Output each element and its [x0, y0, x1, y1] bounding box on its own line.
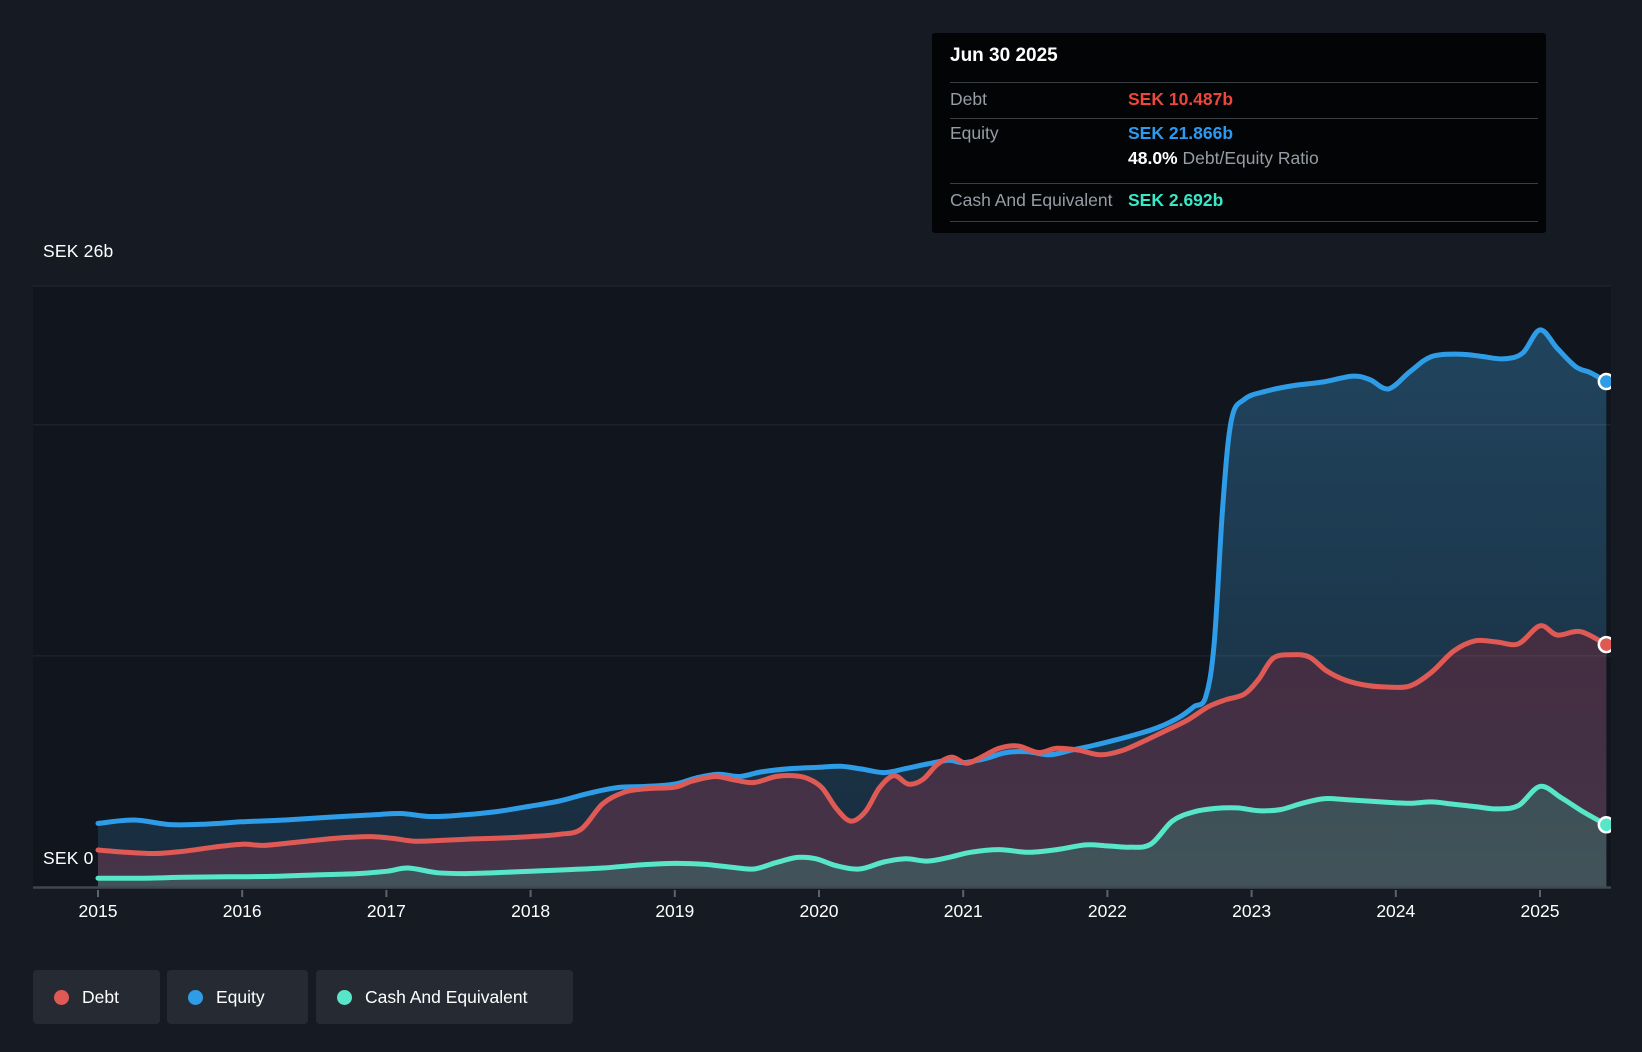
tooltip-equity-label: Equity — [950, 123, 999, 143]
y-axis-max-label: SEK 26b — [43, 241, 114, 261]
debt-line — [95, 623, 1609, 857]
tooltip-divider — [950, 118, 1538, 119]
tooltip-cash-value: SEK 2.692b — [1128, 190, 1224, 210]
legend-cash-label: Cash And Equivalent — [365, 986, 528, 1007]
cash-and-equivalent-end-marker[interactable] — [1597, 816, 1614, 834]
debt-end-marker[interactable] — [1597, 635, 1614, 654]
legend-chip-cash[interactable]: Cash And Equivalent — [316, 970, 573, 1024]
legend-equity-label: Equity — [216, 986, 265, 1007]
equity-line — [95, 327, 1609, 828]
plot-area[interactable] — [33, 285, 1614, 888]
x-axis-label-2021: 2021 — [944, 901, 983, 921]
tooltip-debt-label: Debt — [950, 89, 987, 109]
tooltip-cash-label: Cash And Equivalent — [950, 190, 1113, 210]
tooltip-divider — [950, 183, 1538, 184]
equity-dot-icon — [188, 989, 203, 1005]
y-axis-zero-label: SEK 0 — [43, 848, 94, 868]
x-axis-label-2019: 2019 — [655, 901, 694, 921]
tooltip-divider — [950, 82, 1538, 83]
x-axis: 2015 2016 2017 2018 2019 2020 2021 2022 2023 2024… — [79, 890, 1560, 921]
legend-debt-label: Debt — [82, 986, 119, 1007]
x-axis-label-2018: 2018 — [511, 901, 550, 921]
x-axis-label-2016: 2016 — [223, 901, 262, 921]
cash-dot-icon — [337, 989, 352, 1005]
tooltip-ratio-value: 48.0% — [1128, 148, 1178, 168]
x-axis-label-2020: 2020 — [800, 901, 839, 921]
debt-dot-icon — [54, 989, 69, 1005]
x-axis-label-2017: 2017 — [367, 901, 406, 921]
x-axis-label-2022: 2022 — [1088, 901, 1127, 921]
x-axis-label-2015: 2015 — [79, 901, 118, 921]
tooltip-debt-value: SEK 10.487b — [1128, 89, 1234, 109]
equity-end-marker[interactable] — [1597, 372, 1614, 391]
x-axis-label-2023: 2023 — [1232, 901, 1271, 921]
x-axis-label-2024: 2024 — [1376, 901, 1415, 921]
legend-chip-equity[interactable]: Equity — [167, 970, 308, 1024]
cash-and-equivalent-line — [95, 783, 1609, 881]
x-axis-label-2025: 2025 — [1521, 901, 1560, 921]
chart-tooltip: Jun 30 2025 Debt SEK 10.487b Equity SEK … — [932, 33, 1546, 233]
tooltip-equity-value: SEK 21.866b — [1128, 123, 1234, 143]
tooltip-ratio-row: 48.0% Debt/Equity Ratio — [1128, 148, 1319, 169]
tooltip-divider — [950, 221, 1538, 222]
tooltip-ratio-label: Debt/Equity Ratio — [1182, 148, 1319, 168]
tooltip-date: Jun 30 2025 — [950, 45, 1058, 66]
cash-and-equivalent-area — [98, 786, 1607, 888]
legend-chip-debt[interactable]: Debt — [33, 970, 160, 1024]
